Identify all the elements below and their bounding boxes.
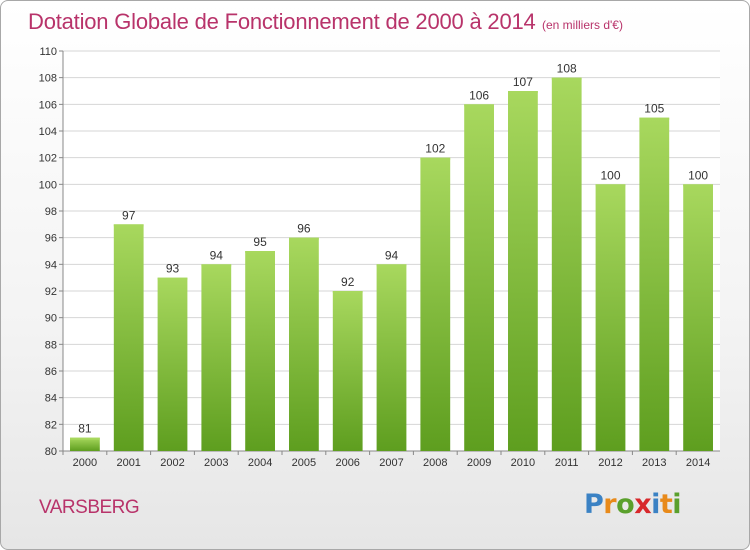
bar [464,104,494,451]
logo-letter: i [651,489,660,520]
bar-top [683,184,713,187]
data-label: 95 [253,235,267,249]
logo-letter: t [659,489,673,520]
bar-top [464,104,494,107]
bar-top [201,264,232,267]
bar [157,277,188,451]
y-tick-label: 108 [39,73,57,85]
x-tick-label: 2012 [598,457,622,469]
bar [376,264,407,451]
bar [551,77,582,452]
data-label: 100 [600,168,620,182]
bar [245,251,275,451]
y-tick-label: 96 [45,233,57,245]
bar-top [113,224,144,227]
data-label: 102 [425,142,445,156]
data-label: 105 [644,102,664,116]
data-label: 107 [513,75,533,89]
y-tick-label: 90 [45,313,57,325]
bar [683,184,713,452]
x-tick-label: 2009 [467,457,491,469]
bar [420,157,451,451]
x-tick-label: 2005 [292,457,316,469]
x-tick-label: 2006 [335,457,359,469]
bar-top [289,237,319,240]
bar-top [508,91,538,93]
data-label: 93 [166,262,180,276]
data-label: 108 [557,62,577,76]
bar-top [70,437,100,440]
logo-letter: i [672,489,682,520]
bar-top [551,77,582,80]
x-tick-label: 2011 [555,457,579,469]
x-tick-label: 2002 [160,457,184,469]
bar [595,184,626,452]
y-tick-label: 86 [45,366,57,378]
x-tick-label: 2004 [248,457,272,469]
y-tick-label: 88 [45,339,57,351]
bar [639,117,670,452]
x-tick-label: 2007 [379,457,403,469]
data-label: 100 [688,168,708,182]
data-label: 97 [122,208,136,222]
data-label: 81 [78,422,92,436]
proxiti-logo: Proxiti [584,489,682,520]
x-tick-label: 2003 [204,457,228,469]
y-tick-label: 84 [45,393,57,405]
logo-letter: x [634,489,652,520]
x-tick-label: 2000 [73,457,97,469]
y-tick-label: 106 [39,99,57,111]
bar [332,291,363,451]
bar [70,437,100,451]
y-tick-label: 92 [45,286,57,298]
data-label: 94 [210,248,224,262]
x-tick-label: 2014 [686,457,710,469]
logo-letter: P [584,489,604,520]
x-tick-label: 2013 [642,457,666,469]
x-tick-label: 2010 [511,457,535,469]
x-tick-label: 2001 [116,457,140,469]
chart-subtitle: (en milliers d'€) [542,18,623,32]
bar-top [245,251,275,253]
bar-top [595,184,626,187]
bar-top [639,117,670,120]
bar-top [332,291,363,293]
y-tick-label: 82 [45,419,57,431]
logo-letter: r [603,489,617,520]
bar-top [376,264,407,267]
data-label: 106 [469,88,489,102]
y-tick-label: 104 [39,126,57,138]
bar [289,237,319,451]
bar [508,91,538,451]
y-tick-label: 98 [45,206,57,218]
bar-top [157,277,188,280]
chart-title: Dotation Globale de Fonctionnement de 20… [28,9,536,34]
x-tick-label: 2008 [423,457,447,469]
data-label: 96 [297,222,311,236]
bar-top [420,157,451,160]
y-tick-label: 100 [39,179,57,191]
data-label: 94 [385,248,399,262]
y-tick-label: 102 [39,153,57,165]
bar [201,264,232,451]
commune-name: VARSBERG [39,497,140,518]
y-tick-label: 94 [45,259,57,271]
logo-letter: o [616,489,635,520]
data-label: 92 [341,275,355,289]
y-tick-label: 80 [45,446,57,458]
bar [113,224,144,451]
y-tick-label: 110 [39,46,57,58]
